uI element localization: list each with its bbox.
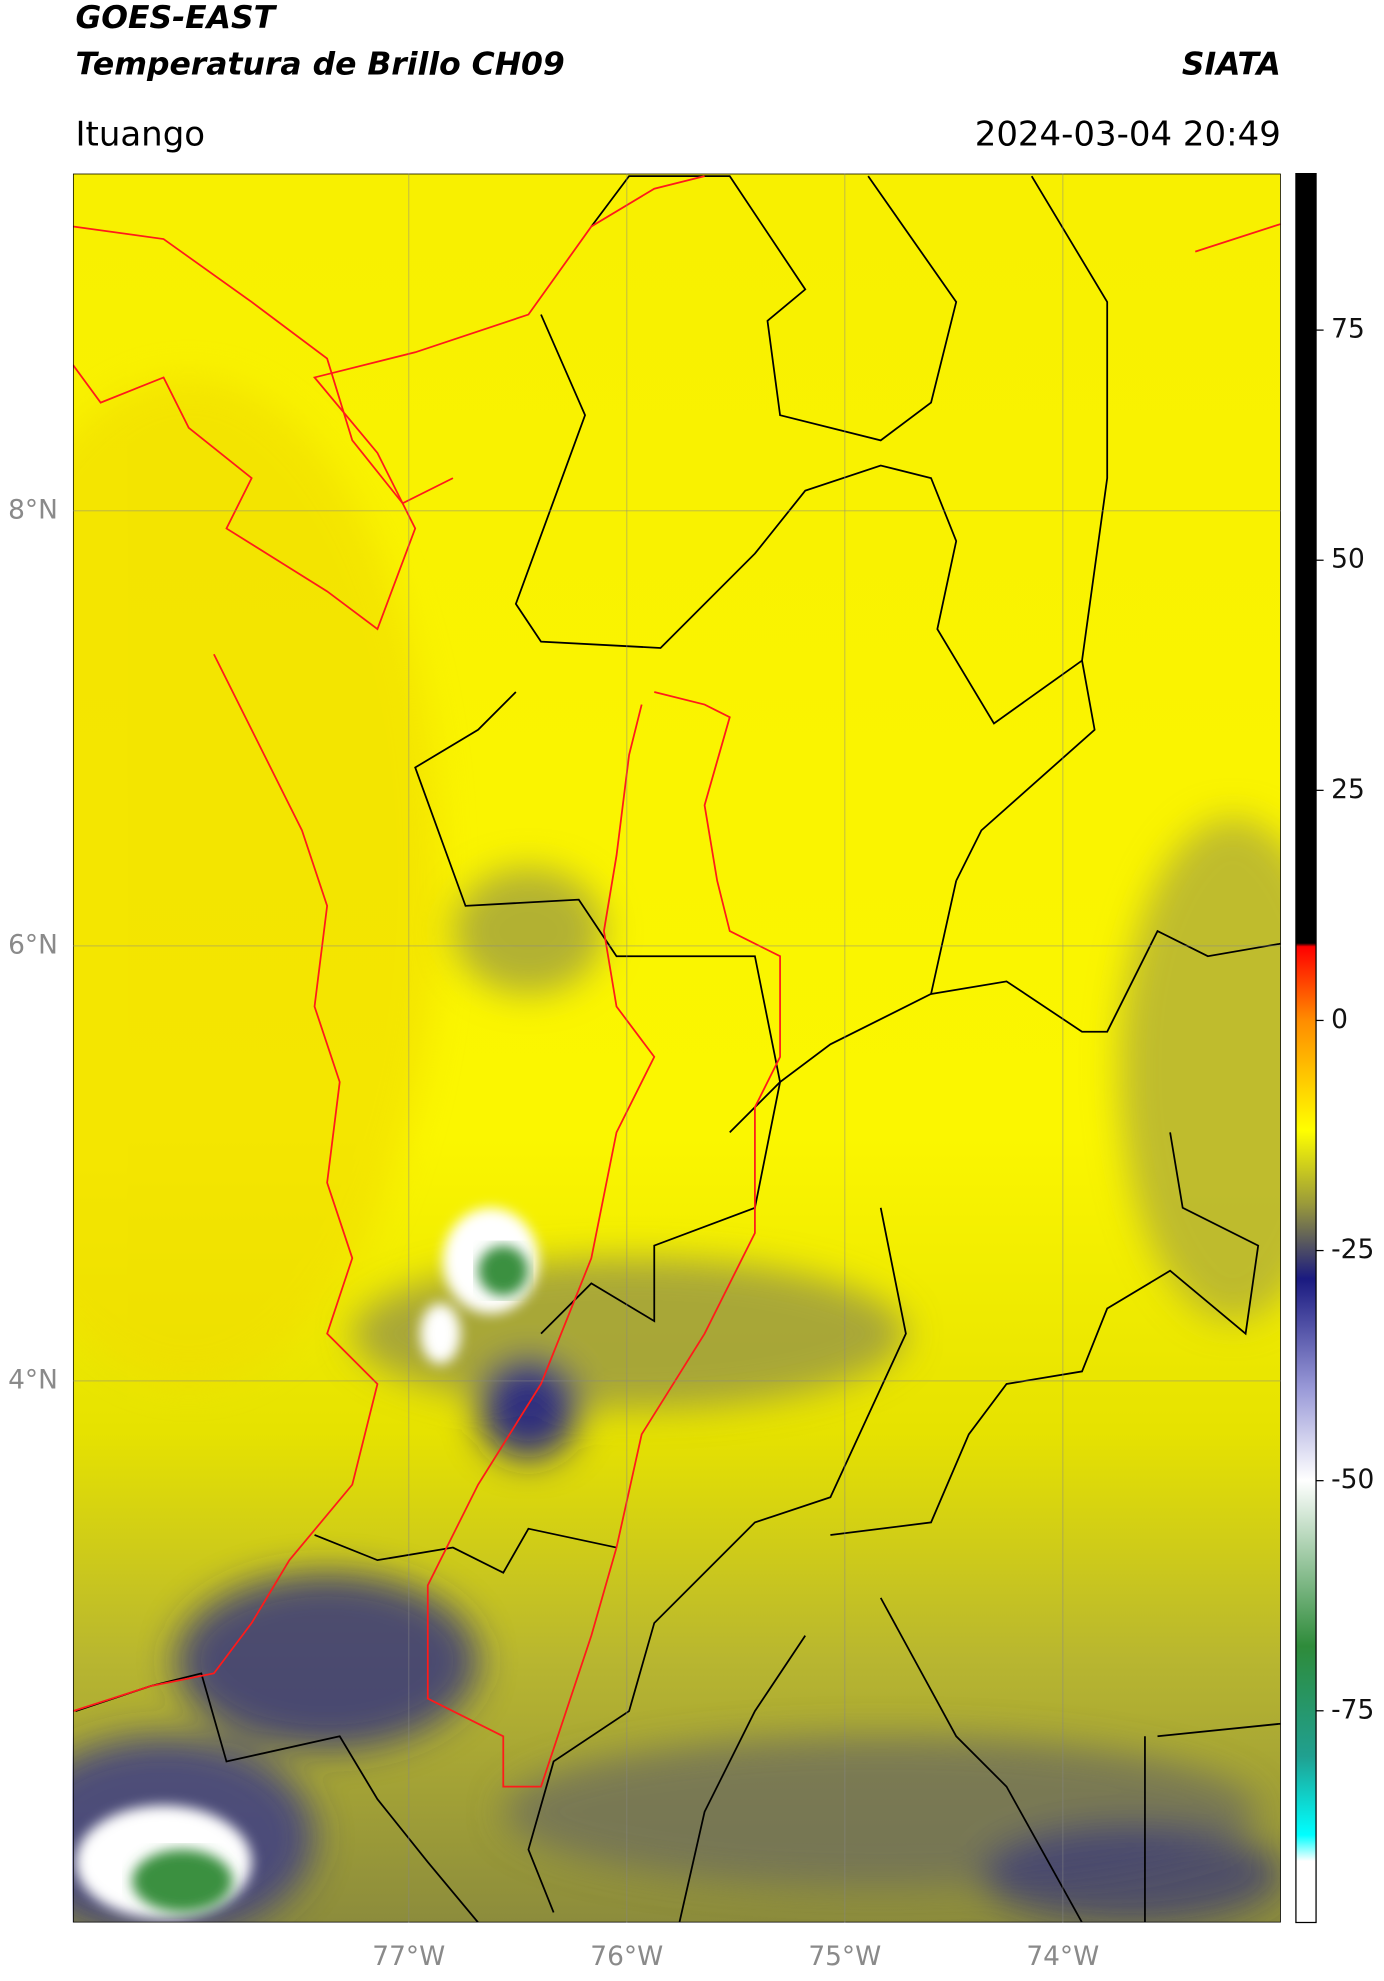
colorbar-tick-label: 50 — [1331, 544, 1365, 575]
location: Ituango — [75, 114, 205, 154]
x-tick-label: 77°W — [372, 1941, 445, 1972]
x-tick-label: 76°W — [590, 1941, 663, 1972]
institution: SIATA — [1182, 46, 1281, 82]
y-tick-label: 8°N — [8, 494, 58, 525]
colorbar-tick-label: -50 — [1331, 1464, 1374, 1495]
datetime: 2024-03-04 20:49 — [975, 114, 1281, 154]
y-tick-label: 6°N — [8, 929, 58, 960]
colorbar-tick-label: -75 — [1331, 1694, 1374, 1725]
map-image — [72, 173, 1281, 1923]
satellite: GOES-EAST — [75, 0, 277, 36]
colorbar-tick-label: 0 — [1331, 1004, 1348, 1035]
colorbar — [1295, 172, 1317, 1924]
x-tick-label: 74°W — [1026, 1941, 1099, 1972]
product: Temperatura de Brillo CH09 — [75, 46, 564, 82]
y-tick-label: 4°N — [8, 1364, 58, 1395]
colorbar-tick-label: 75 — [1331, 314, 1365, 345]
colorbar-tick-label: 25 — [1331, 774, 1365, 805]
colorbar-tick-label: -25 — [1331, 1234, 1374, 1265]
x-tick-label: 75°W — [808, 1941, 881, 1972]
